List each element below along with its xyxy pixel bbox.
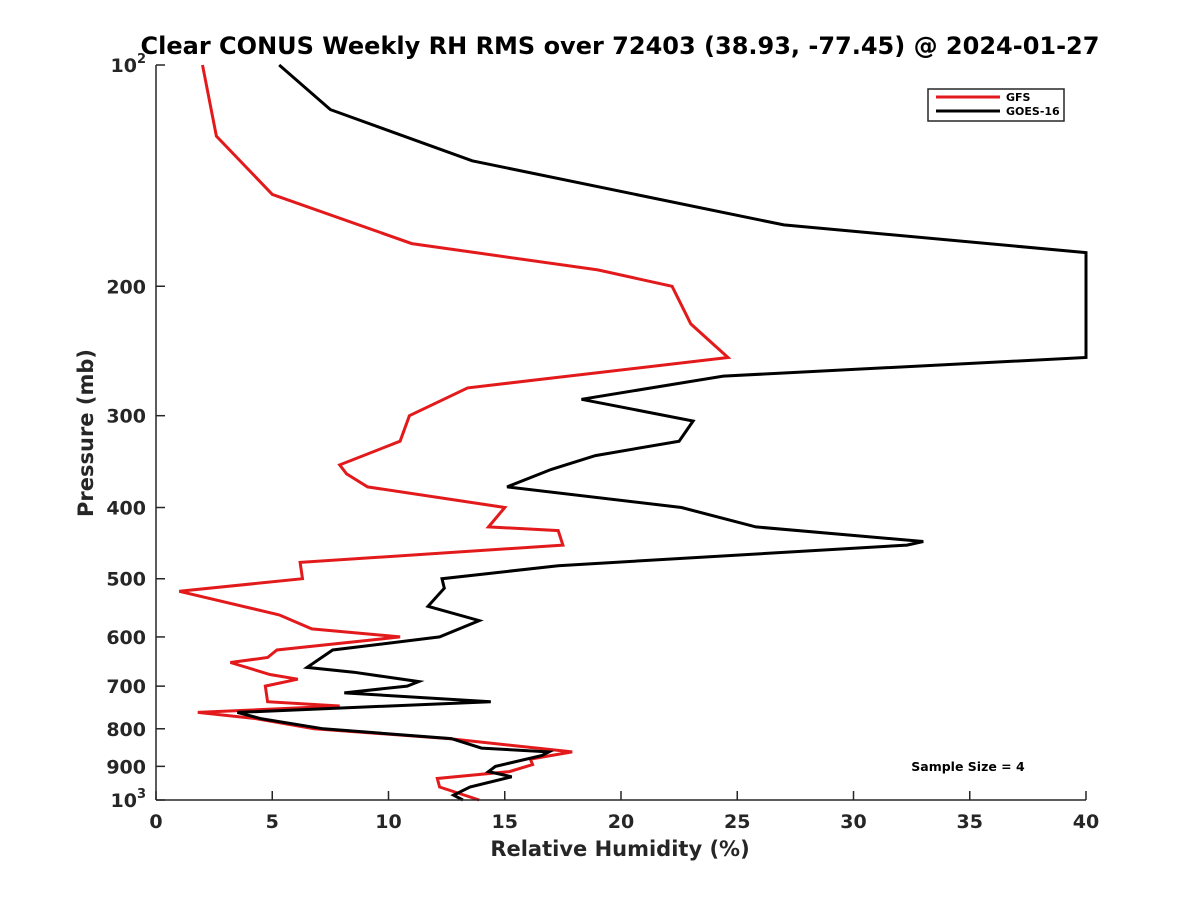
y-tick-label: 500: [106, 569, 146, 591]
sample-size-annotation: Sample Size = 4: [911, 759, 1025, 774]
x-tick-label: 35: [957, 811, 983, 833]
series-line-goes-16: [237, 63, 1088, 802]
y-tick-label: 103: [111, 787, 147, 812]
y-tick-label: 300: [106, 406, 146, 428]
legend-box: [927, 88, 1065, 122]
series-line-gfs: [178, 64, 732, 802]
y-tick-label: 102: [111, 52, 147, 77]
x-tick-label: 15: [492, 811, 518, 833]
y-tick-label: 900: [106, 756, 146, 778]
axes-layer: 0 5 10 15 20 25 30 35 40 102 200 300 400 500 600 700 800…: [106, 52, 1099, 833]
series-layer: [178, 63, 1088, 802]
y-tick-label: 400: [106, 498, 146, 520]
x-tick-label: 5: [266, 811, 279, 833]
x-tick-label: 0: [149, 811, 162, 833]
y-tick-label: 600: [106, 627, 146, 649]
y-tick-label: 700: [106, 676, 146, 698]
y-tick-label: 200: [106, 276, 146, 298]
legend-label-goes-16: GOES-16: [1006, 105, 1060, 118]
x-tick-label: 10: [375, 811, 401, 833]
y-axis-label: Pressure (mb): [74, 349, 98, 517]
chart-title: Clear CONUS Weekly RH RMS over 72403 (38…: [141, 32, 1100, 60]
y-tick-label: 800: [106, 719, 146, 741]
x-axis-label: Relative Humidity (%): [490, 837, 749, 861]
x-tick-label: 25: [724, 811, 750, 833]
x-tick-label: 40: [1073, 811, 1099, 833]
series-group: [178, 63, 1088, 802]
x-tick-label: 20: [608, 811, 634, 833]
x-tick-label: 30: [840, 811, 866, 833]
legend-label-gfs: GFS: [1006, 91, 1031, 104]
